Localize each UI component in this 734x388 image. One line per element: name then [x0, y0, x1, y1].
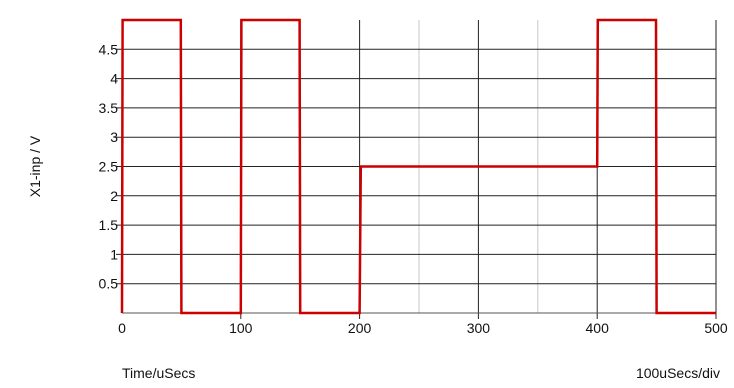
y-tick-label: 3.5 — [99, 100, 119, 116]
y-tick-label: 2 — [110, 188, 118, 204]
time-scale-label: 100uSecs/div — [636, 365, 720, 381]
y-tick-label: 2.5 — [99, 159, 119, 175]
y-axis-label: X1-inp / V — [27, 135, 43, 197]
tick-labels: 0.5 1 1.5 2 2.5 3 3.5 4 4.5 0 100 200 300 400 500 — [99, 41, 728, 336]
y-tick-label: 4.5 — [99, 41, 119, 57]
series-layer — [120, 18, 716, 315]
y-tick-label: 1.5 — [99, 217, 119, 233]
y-tick-label: 3 — [110, 129, 118, 145]
x-tick-label: 300 — [467, 320, 491, 336]
series-line — [120, 18, 716, 315]
y-tick-label: 1 — [110, 246, 118, 262]
x-tick-label: 500 — [704, 320, 728, 336]
y-tick-label: 0.5 — [99, 276, 119, 292]
x-axis-label: Time/uSecs — [122, 365, 195, 381]
x-tick-label: 100 — [229, 320, 253, 336]
x-tick-label: 200 — [348, 320, 372, 336]
x-tick-label: 400 — [586, 320, 610, 336]
grid — [116, 20, 717, 319]
y-tick-label: 4 — [110, 71, 118, 87]
x-tick-label: 0 — [118, 320, 126, 336]
